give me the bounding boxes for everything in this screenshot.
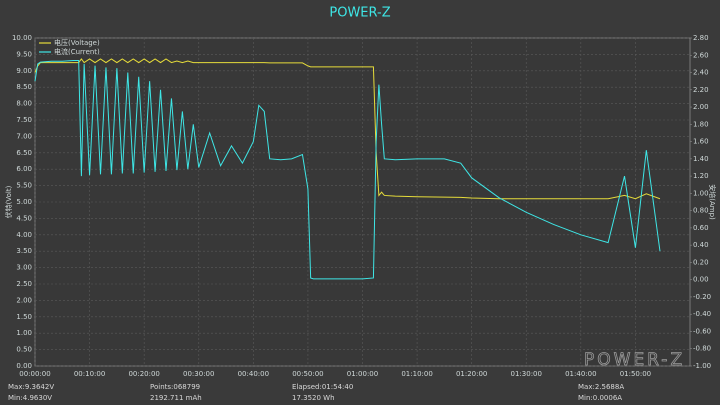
stat: Min:4.9630V bbox=[8, 394, 52, 402]
stat: Max:9.3642V bbox=[8, 383, 54, 391]
y-tick-label: 8.50 bbox=[16, 83, 32, 91]
y2-tick-label: -0.40 bbox=[693, 310, 711, 318]
y2-tick-label: 1.60 bbox=[693, 138, 709, 146]
x-tick-label: 00:00:00 bbox=[19, 370, 50, 378]
y2-tick-label: 1.20 bbox=[693, 172, 709, 180]
y-tick-label: 3.00 bbox=[16, 264, 32, 272]
y-tick-label: 9.00 bbox=[16, 67, 32, 75]
x-tick-label: 00:30:00 bbox=[183, 370, 214, 378]
stat: 2192.711 mAh bbox=[150, 394, 202, 402]
y2-tick-label: 2.20 bbox=[693, 86, 709, 94]
y-tick-label: 5.50 bbox=[16, 182, 32, 190]
x-tick-label: 01:50:00 bbox=[620, 370, 651, 378]
watermark: POWER-Z bbox=[584, 350, 685, 370]
y-tick-label: 3.50 bbox=[16, 247, 32, 255]
x-tick-label: 00:50:00 bbox=[292, 370, 323, 378]
y2-tick-label: 1.40 bbox=[693, 155, 709, 163]
y2-axis-label: 安培(Amp) bbox=[708, 184, 717, 220]
x-tick-label: 00:20:00 bbox=[128, 370, 159, 378]
x-tick-label: 01:00:00 bbox=[347, 370, 378, 378]
y-tick-label: 2.50 bbox=[16, 280, 32, 288]
y-tick-label: 1.50 bbox=[16, 313, 32, 321]
series-line bbox=[34, 59, 661, 280]
y2-tick-label: -0.80 bbox=[693, 345, 711, 353]
y-tick-label: 10.00 bbox=[12, 34, 32, 42]
y2-tick-label: -1.00 bbox=[693, 362, 711, 370]
x-tick-label: 01:40:00 bbox=[565, 370, 596, 378]
y-tick-label: 7.50 bbox=[16, 116, 32, 124]
x-tick-label: 00:40:00 bbox=[238, 370, 269, 378]
y-tick-label: 0.00 bbox=[16, 362, 32, 370]
y2-tick-label: 2.80 bbox=[693, 34, 709, 42]
y-tick-label: 1.00 bbox=[16, 329, 32, 337]
y-tick-label: 4.50 bbox=[16, 214, 32, 222]
y-tick-label: 0.50 bbox=[16, 346, 32, 354]
y-tick-label: 8.00 bbox=[16, 100, 32, 108]
stat: Elapsed:01:54:40 bbox=[292, 383, 353, 391]
stat: Min:0.0006A bbox=[578, 394, 622, 402]
legend-label: 电流(Current) bbox=[54, 47, 100, 56]
y2-tick-label: 2.40 bbox=[693, 69, 709, 77]
y-tick-label: 9.50 bbox=[16, 50, 32, 58]
y2-tick-label: 0.00 bbox=[693, 276, 709, 284]
y2-tick-label: 0.20 bbox=[693, 258, 709, 266]
y2-tick-label: 1.80 bbox=[693, 120, 709, 128]
y-axis-label: 伏特(Volt) bbox=[4, 185, 13, 218]
x-tick-label: 00:10:00 bbox=[74, 370, 105, 378]
series-line bbox=[34, 58, 661, 200]
y2-tick-label: 0.80 bbox=[693, 207, 709, 215]
y-tick-label: 6.50 bbox=[16, 149, 32, 157]
stat: Points:068799 bbox=[150, 383, 200, 391]
x-tick-label: 01:30:00 bbox=[511, 370, 542, 378]
y2-tick-label: 0.60 bbox=[693, 224, 709, 232]
x-tick-label: 01:20:00 bbox=[456, 370, 487, 378]
y-tick-label: 7.00 bbox=[16, 132, 32, 140]
y2-tick-label: 2.00 bbox=[693, 103, 709, 111]
y2-tick-label: -0.20 bbox=[693, 293, 711, 301]
stat: Max:2.5688A bbox=[578, 383, 624, 391]
chart-title: POWER-Z bbox=[329, 6, 390, 21]
y2-tick-label: 2.60 bbox=[693, 51, 709, 59]
stat: 17.3520 Wh bbox=[292, 394, 335, 402]
y-tick-label: 2.00 bbox=[16, 296, 32, 304]
legend-label: 电压(Voltage) bbox=[54, 38, 100, 47]
y2-tick-label: -0.60 bbox=[693, 327, 711, 335]
y2-tick-label: 1.00 bbox=[693, 189, 709, 197]
y-tick-label: 6.00 bbox=[16, 165, 32, 173]
y-tick-label: 5.00 bbox=[16, 198, 32, 206]
y-tick-label: 4.00 bbox=[16, 231, 32, 239]
x-tick-label: 01:10:00 bbox=[401, 370, 432, 378]
y2-tick-label: 0.40 bbox=[693, 241, 709, 249]
